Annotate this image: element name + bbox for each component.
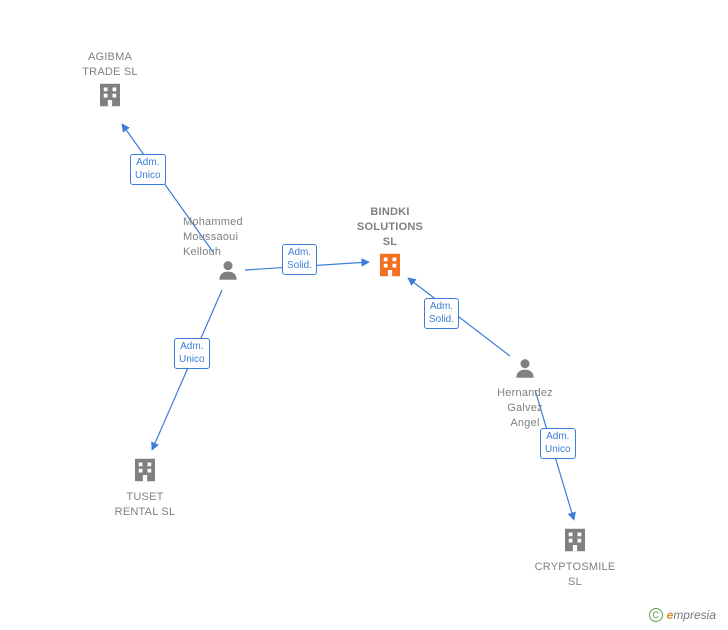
building-icon bbox=[130, 455, 160, 485]
edge-label-mohammed-tuset: Adm. Unico bbox=[174, 338, 210, 369]
building-icon-wrap bbox=[65, 80, 155, 115]
node-hernandez[interactable]: Hernandez Galvez Angel bbox=[475, 355, 575, 431]
diagram-canvas: AGIBMA TRADE SL BINDKI SOLUTIONS SL TUSE… bbox=[0, 0, 728, 630]
node-bindki[interactable]: BINDKI SOLUTIONS SL bbox=[345, 205, 435, 285]
edge-label-hernandez-bindki: Adm. Solid. bbox=[424, 298, 459, 329]
edge-mohammed-tuset bbox=[152, 290, 222, 450]
edge-label-mohammed-agibma: Adm. Unico bbox=[130, 154, 166, 185]
building-icon-wrap bbox=[525, 525, 625, 560]
person-icon-wrap bbox=[213, 257, 243, 288]
watermark-text: empresia bbox=[667, 608, 716, 622]
watermark-rest: mpresia bbox=[673, 608, 716, 622]
building-icon-wrap bbox=[345, 250, 435, 285]
edge-label-hernandez-crypto: Adm. Unico bbox=[540, 428, 576, 459]
building-icon bbox=[560, 525, 590, 555]
watermark: C empresia bbox=[649, 608, 716, 622]
building-icon-wrap bbox=[95, 455, 195, 490]
building-icon bbox=[95, 80, 125, 110]
node-label-mohammed: Mohammed Moussaoui Kellouh bbox=[183, 215, 273, 260]
copyright-icon: C bbox=[649, 608, 663, 622]
person-icon bbox=[512, 355, 538, 381]
person-icon bbox=[215, 257, 241, 283]
node-label-tuset: TUSET RENTAL SL bbox=[95, 490, 195, 520]
node-agibma[interactable]: AGIBMA TRADE SL bbox=[65, 50, 155, 115]
node-label-agibma: AGIBMA TRADE SL bbox=[65, 50, 155, 80]
edge-label-mohammed-bindki: Adm. Solid. bbox=[282, 244, 317, 275]
node-label-bindki: BINDKI SOLUTIONS SL bbox=[345, 205, 435, 250]
person-icon-wrap bbox=[475, 355, 575, 386]
node-label-hernandez: Hernandez Galvez Angel bbox=[475, 386, 575, 431]
node-mohammed[interactable]: Mohammed Moussaoui Kellouh bbox=[213, 215, 243, 288]
node-tuset[interactable]: TUSET RENTAL SL bbox=[95, 455, 195, 520]
node-label-crypto: CRYPTOSMILE SL bbox=[525, 560, 625, 590]
building-icon bbox=[375, 250, 405, 280]
node-crypto[interactable]: CRYPTOSMILE SL bbox=[525, 525, 625, 590]
